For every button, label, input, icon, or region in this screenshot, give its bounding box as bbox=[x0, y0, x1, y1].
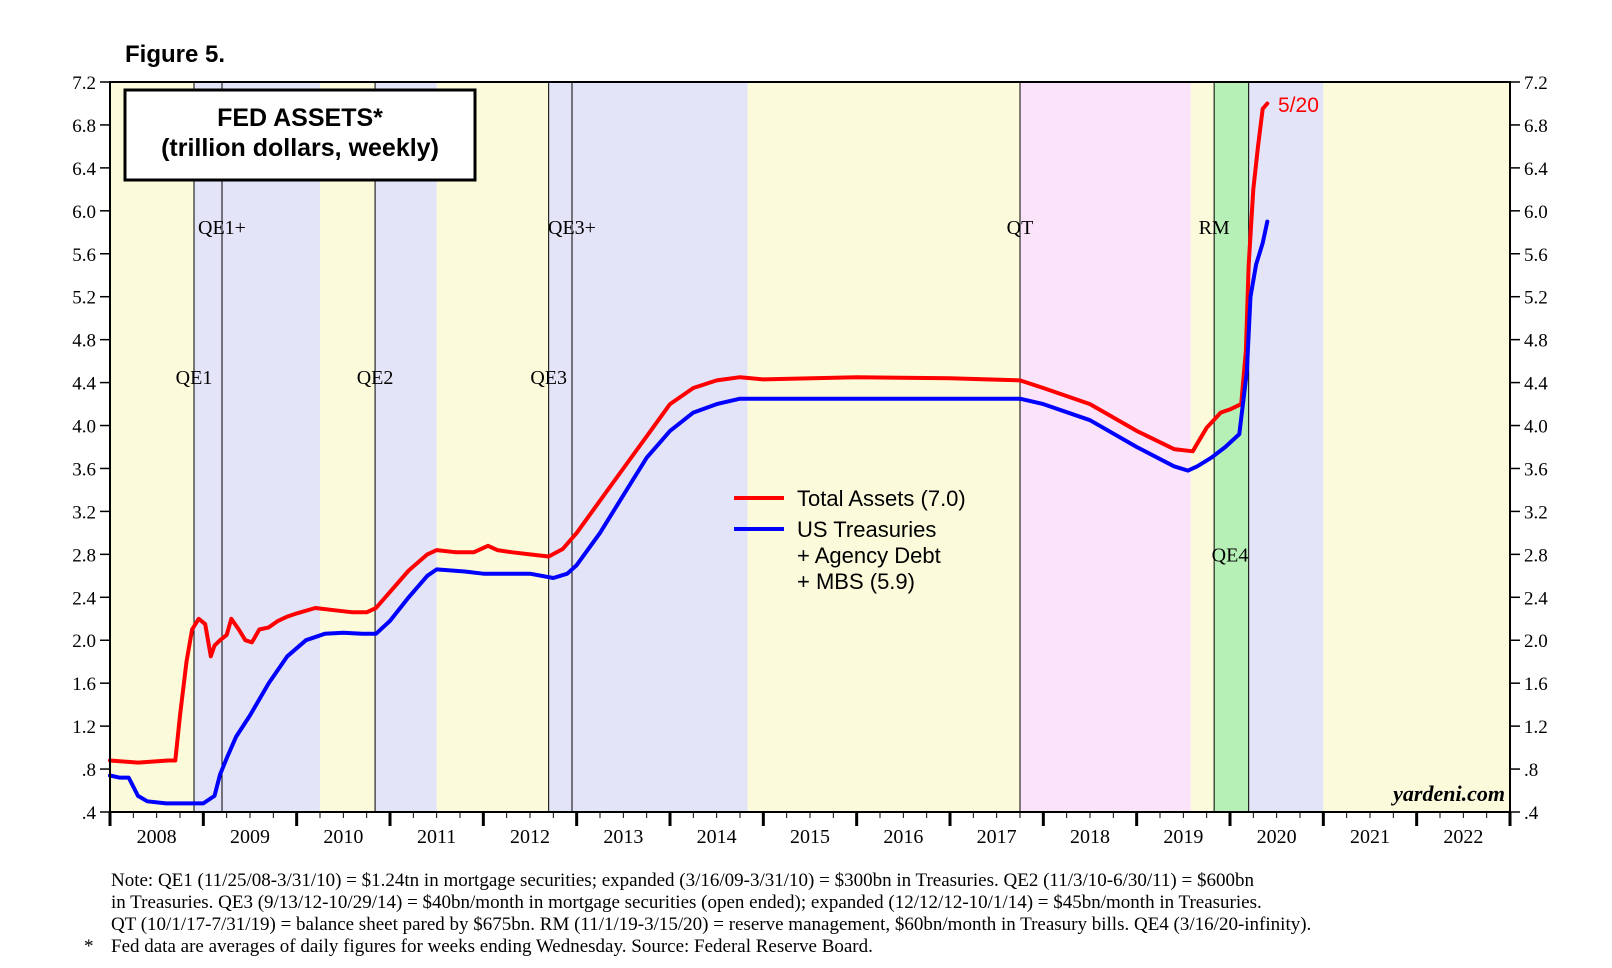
note-line-3: QT (10/1/17-7/31/19) = balance sheet par… bbox=[111, 914, 1312, 935]
y-tick-label-right: 2.8 bbox=[1524, 545, 1548, 566]
y-tick-label-left: 4.8 bbox=[72, 331, 96, 352]
event-label-qe3-plus: QE3+ bbox=[548, 217, 596, 239]
band-9 bbox=[1214, 82, 1249, 812]
y-tick-label-right: 6.8 bbox=[1524, 116, 1548, 137]
y-tick-label-right: 7.2 bbox=[1524, 73, 1548, 94]
y-tick-label-left: 4.4 bbox=[72, 374, 96, 395]
band-0 bbox=[110, 82, 194, 812]
note-line-1: Note: QE1 (11/25/08-3/31/10) = $1.24tn i… bbox=[111, 870, 1254, 891]
legend-label-total-assets: Total Assets (7.0) bbox=[797, 486, 966, 511]
x-tick-label: 2014 bbox=[697, 826, 737, 848]
event-label-qe3: QE3 bbox=[530, 367, 567, 389]
y-tick-label-right: 2.4 bbox=[1524, 588, 1548, 609]
series-total-assets-line bbox=[108, 101, 1270, 765]
x-tick-label: 2016 bbox=[883, 826, 923, 848]
x-tick-label: 2009 bbox=[230, 826, 270, 848]
y-tick-label-left: 4.0 bbox=[72, 417, 96, 438]
y-tick-label-left: 7.2 bbox=[72, 73, 96, 94]
event-label-qe2: QE2 bbox=[357, 367, 394, 389]
y-tick-label-left: 2.4 bbox=[72, 588, 96, 609]
event-label-qe1: QE1 bbox=[176, 367, 213, 389]
y-tick-label-left: 6.4 bbox=[72, 159, 96, 180]
event-label-qe1-plus: QE1+ bbox=[198, 217, 246, 239]
y-tick-label-left: 5.2 bbox=[72, 288, 96, 309]
y-tick-label-right: 5.2 bbox=[1524, 288, 1548, 309]
policy-bands bbox=[110, 82, 1510, 812]
band-4 bbox=[436, 82, 549, 812]
series-treasuries-line bbox=[108, 219, 1270, 806]
y-tick-label-right: 3.6 bbox=[1524, 459, 1548, 480]
series-lines bbox=[108, 101, 1270, 806]
y-tick-label-right: 4.0 bbox=[1524, 417, 1548, 438]
y-axis-left: .4 .8 1.2 1.6 2.0 2.4 2.8 3.2 3.6 4.0 4.4 4.8 5.2 5.6… bbox=[72, 73, 110, 824]
y-tick-label-right: 6.0 bbox=[1524, 202, 1548, 223]
y-tick-label-right: 1.2 bbox=[1524, 717, 1548, 738]
y-tick-label-right: .8 bbox=[1524, 760, 1538, 781]
end-date-label: 5/20 bbox=[1278, 94, 1319, 117]
note-line-4: * Fed data are averages of daily figures … bbox=[84, 936, 1604, 958]
y-tick-label-left: 2.8 bbox=[72, 545, 96, 566]
y-tick-label-left: 1.2 bbox=[72, 717, 96, 738]
note-asterisk: * bbox=[84, 936, 94, 957]
chart-subtitle: (trillion dollars, weekly) bbox=[161, 134, 439, 162]
chart-title: FED ASSETS* bbox=[217, 104, 383, 132]
x-tick-label: 2019 bbox=[1163, 826, 1203, 848]
legend-label-treasuries-line1: US Treasuries bbox=[797, 517, 936, 542]
x-tick-label: 2012 bbox=[510, 826, 550, 848]
x-tick-label: 2013 bbox=[603, 826, 643, 848]
band-8 bbox=[1190, 82, 1215, 812]
event-label-rm: RM bbox=[1199, 217, 1230, 239]
x-tick-label: 2020 bbox=[1257, 826, 1297, 848]
x-tick-label: 2017 bbox=[977, 826, 1017, 848]
y-tick-label-right: 3.2 bbox=[1524, 502, 1548, 523]
y-tick-label-right: .4 bbox=[1524, 803, 1539, 824]
x-tick-label: 2008 bbox=[137, 826, 177, 848]
band-7 bbox=[1020, 82, 1191, 812]
band-10 bbox=[1248, 82, 1324, 812]
x-tick-label: 2021 bbox=[1350, 826, 1390, 848]
footnotes: Note: QE1 (11/25/08-3/31/10) = $1.24tn i… bbox=[84, 870, 1604, 958]
band-1 bbox=[194, 82, 320, 812]
y-axis-right: .4 .8 1.2 1.6 2.0 2.4 2.8 3.2 3.6 4.0 4.4 4.8 5.2 5.6… bbox=[1510, 73, 1548, 824]
y-tick-label-right: 6.4 bbox=[1524, 159, 1548, 180]
y-tick-label-left: 3.2 bbox=[72, 502, 96, 523]
y-tick-label-left: 2.0 bbox=[72, 631, 96, 652]
title-box bbox=[123, 88, 477, 182]
x-axis: 2008 2009 2010 2011 2012 2013 2014 2015 2016 2017… bbox=[108, 812, 1512, 848]
y-tick-label-right: 4.8 bbox=[1524, 331, 1548, 352]
y-tick-label-left: 3.6 bbox=[72, 459, 96, 480]
x-tick-label: 2022 bbox=[1443, 826, 1483, 848]
fed-assets-chart: Figure 5. QE1 QE1+ QE2 QE3 QE3+ QT RM QE4 .4 .8 1… bbox=[72, 41, 1548, 848]
y-tick-label-right: 5.6 bbox=[1524, 245, 1548, 266]
event-label-qt: QT bbox=[1007, 217, 1034, 239]
band-3 bbox=[375, 82, 437, 812]
x-tick-label: 2018 bbox=[1070, 826, 1110, 848]
band-5 bbox=[548, 82, 748, 812]
y-tick-label-left: 6.0 bbox=[72, 202, 96, 223]
y-tick-label-right: 4.4 bbox=[1524, 374, 1548, 395]
x-tick-label: 2010 bbox=[323, 826, 363, 848]
band-label-qe4: QE4 bbox=[1212, 544, 1249, 566]
y-tick-label-left: .4 bbox=[82, 803, 97, 824]
x-tick-label: 2015 bbox=[790, 826, 830, 848]
y-tick-label-right: 2.0 bbox=[1524, 631, 1548, 652]
note-line-2: in Treasuries. QE3 (9/13/12-10/29/14) = … bbox=[111, 892, 1262, 913]
y-tick-label-left: 6.8 bbox=[72, 116, 96, 137]
y-tick-label-right: 1.6 bbox=[1524, 674, 1548, 695]
band-6 bbox=[747, 82, 1020, 812]
note-line-4-text: Fed data are averages of daily figures f… bbox=[111, 936, 873, 957]
legend-label-treasuries-line2: + Agency Debt bbox=[797, 543, 941, 568]
band-2 bbox=[320, 82, 376, 812]
y-tick-label-left: 1.6 bbox=[72, 674, 96, 695]
event-lines: QE1 QE1+ QE2 QE3 QE3+ QT RM QE4 bbox=[176, 82, 1250, 812]
y-tick-label-left: .8 bbox=[82, 760, 96, 781]
watermark: yardeni.com bbox=[1390, 781, 1505, 806]
band-11 bbox=[1323, 82, 1510, 812]
x-tick-label: 2011 bbox=[417, 826, 456, 848]
y-tick-label-left: 5.6 bbox=[72, 245, 96, 266]
legend: Total Assets (7.0) US Treasuries + Agenc… bbox=[734, 486, 966, 594]
legend-label-treasuries-line3: + MBS (5.9) bbox=[797, 569, 915, 594]
figure-label: Figure 5. bbox=[125, 41, 225, 68]
